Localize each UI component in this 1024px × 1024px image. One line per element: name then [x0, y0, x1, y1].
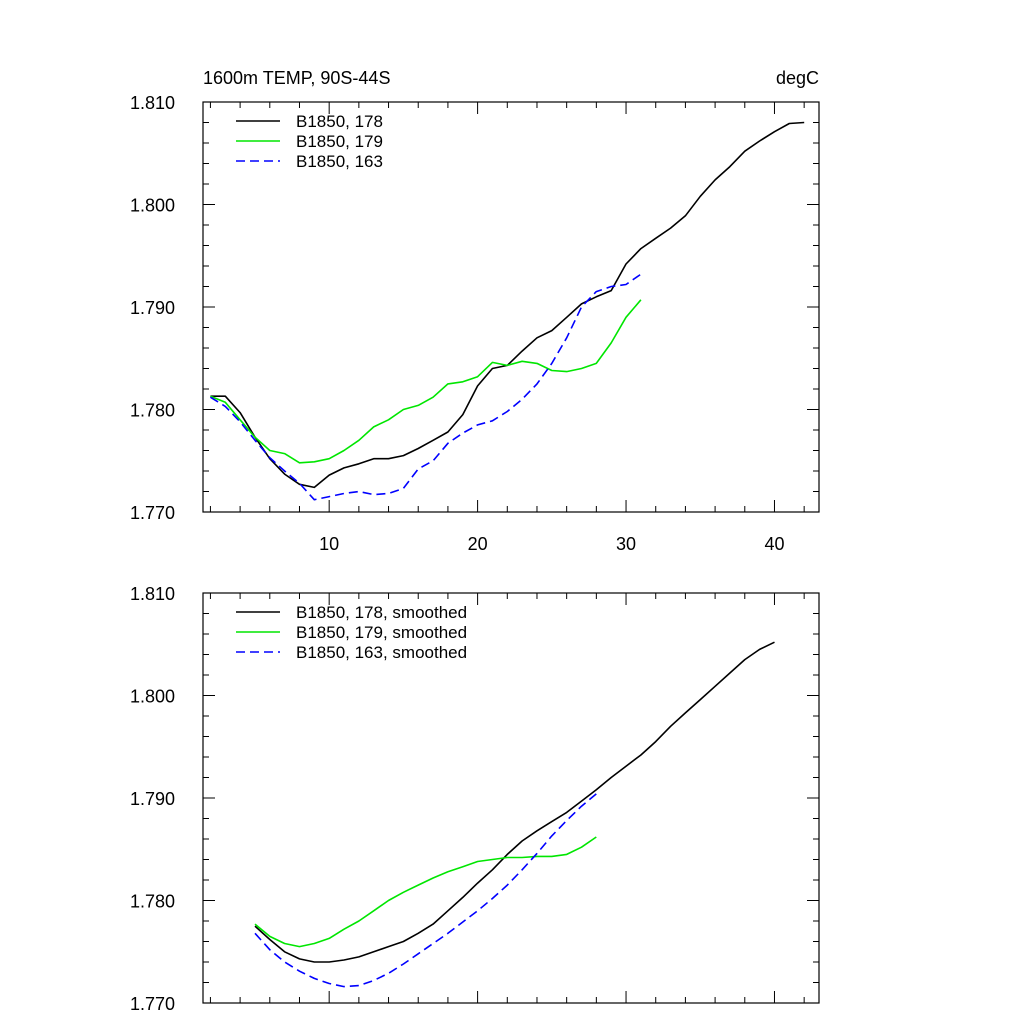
y-tick-label: 1.800	[130, 196, 175, 216]
legend-label: B1850, 163, smoothed	[296, 643, 467, 662]
y-tick-label: 1.780	[130, 892, 175, 912]
legend-label: B1850, 178	[296, 112, 383, 131]
legend-label: B1850, 163	[296, 152, 383, 171]
y-tick-label: 1.790	[130, 789, 175, 809]
bottom-panel: 1.770 1.780 1.790 1.800 1.810 B1850, 178, smo…	[130, 584, 820, 1014]
x-tick-label: 30	[616, 534, 636, 554]
legend-label: B1850, 179	[296, 132, 383, 151]
series-line	[254, 836, 597, 948]
y-tick-label: 1.790	[130, 298, 175, 318]
legend-label: B1850, 178, smoothed	[296, 603, 467, 622]
chart-title: 1600m TEMP, 90S-44S	[203, 68, 390, 88]
y-tick-label: 1.810	[130, 584, 175, 604]
x-tick-label: 40	[764, 534, 784, 554]
y-tick-label: 1.770	[130, 994, 175, 1014]
series-line	[210, 299, 642, 464]
legend-label: B1850, 179, smoothed	[296, 623, 467, 642]
series-line	[209, 273, 642, 501]
units-label: degC	[776, 68, 819, 88]
x-tick-label: 10	[319, 534, 339, 554]
y-tick-label: 1.810	[130, 93, 175, 113]
y-tick-label: 1.780	[130, 401, 175, 421]
series-line	[254, 793, 597, 988]
x-tick-label: 20	[468, 534, 488, 554]
y-tick-label: 1.770	[130, 503, 175, 523]
top-panel: 10 20 30 40 1.770 1.780 1.790 1.800 1.810 B1850, …	[130, 93, 820, 554]
y-tick-label: 1.800	[130, 687, 175, 707]
series-line	[254, 641, 775, 963]
series-line	[210, 121, 805, 489]
